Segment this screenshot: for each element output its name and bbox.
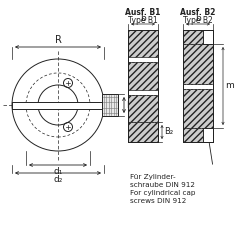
Bar xyxy=(183,128,213,142)
Bar xyxy=(203,30,213,44)
Bar xyxy=(102,94,118,116)
Text: Ausf. B2: Ausf. B2 xyxy=(180,8,216,17)
Bar xyxy=(128,30,158,142)
Bar xyxy=(128,122,158,142)
Text: screws DIN 912: screws DIN 912 xyxy=(130,198,186,204)
Bar xyxy=(203,128,213,142)
Bar xyxy=(203,128,213,142)
Text: schraube DIN 912: schraube DIN 912 xyxy=(130,182,195,188)
Text: Für Zylinder-: Für Zylinder- xyxy=(130,174,176,180)
Text: For cylindrical cap: For cylindrical cap xyxy=(130,190,196,196)
Text: Ausf. B1: Ausf. B1 xyxy=(125,8,161,17)
Bar xyxy=(128,95,158,122)
Bar xyxy=(183,30,213,142)
Bar xyxy=(128,30,158,142)
Text: B₁: B₁ xyxy=(126,100,136,110)
Bar xyxy=(203,30,213,44)
Bar xyxy=(183,30,213,142)
Bar xyxy=(183,44,213,84)
Bar xyxy=(203,128,213,142)
Bar xyxy=(128,90,158,95)
Bar xyxy=(183,30,213,44)
Text: B₂: B₂ xyxy=(164,128,173,136)
Bar xyxy=(183,88,213,128)
Bar xyxy=(12,102,116,108)
Text: b: b xyxy=(195,14,201,23)
Text: Type B1: Type B1 xyxy=(128,16,158,25)
Text: d₁: d₁ xyxy=(53,167,63,176)
Bar xyxy=(128,62,158,90)
Text: b: b xyxy=(140,14,146,23)
Bar xyxy=(183,84,213,88)
Bar xyxy=(128,57,158,62)
Bar xyxy=(128,30,158,57)
Text: R: R xyxy=(54,35,62,45)
Text: Type B2: Type B2 xyxy=(183,16,213,25)
Text: d₂: d₂ xyxy=(53,175,63,184)
Text: m: m xyxy=(225,82,234,90)
Bar xyxy=(203,30,213,44)
